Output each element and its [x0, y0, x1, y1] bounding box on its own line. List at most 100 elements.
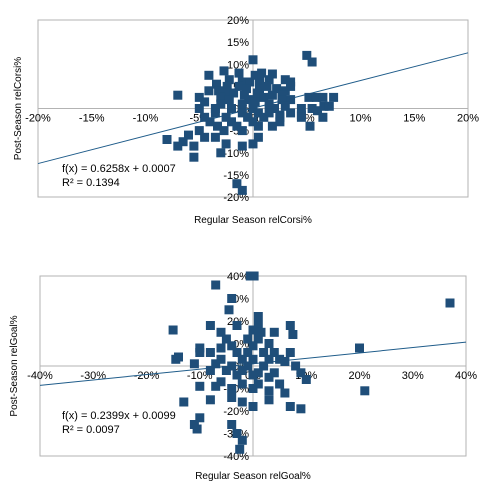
- goal-data-point: [296, 404, 306, 414]
- corsi-data-point: [221, 112, 231, 122]
- goal-data-point: [211, 280, 221, 290]
- goal-data-point: [253, 379, 263, 389]
- goal-x-tick-label: -40%: [27, 370, 53, 382]
- goal-data-point: [264, 354, 274, 364]
- goal-data-point: [285, 321, 295, 330]
- goal-data-point: [232, 429, 242, 438]
- corsi-data-point: [227, 117, 236, 127]
- corsi-data-point: [200, 97, 210, 107]
- corsi-data-point: [280, 75, 290, 85]
- corsi-data-point: [204, 70, 214, 80]
- goal-data-point: [205, 366, 215, 375]
- goal-data-point: [205, 321, 215, 330]
- corsi-x-axis-title: Regular Season relCorsi%: [194, 215, 312, 226]
- corsi-y-axis-title: Post-Season relCorsi%: [13, 57, 24, 160]
- goal-data-point: [235, 444, 245, 454]
- goal-data-point: [249, 271, 259, 281]
- corsi-data-point: [173, 141, 183, 151]
- corsi-data-point: [204, 86, 214, 96]
- goal-data-point: [189, 359, 199, 369]
- corsi-data-point: [255, 77, 264, 87]
- goal-y-tick-label: -40%: [223, 451, 249, 463]
- corsi-data-point: [248, 117, 258, 127]
- goal-data-point: [248, 341, 258, 351]
- corsi-data-point: [210, 108, 220, 118]
- goal-data-point: [264, 339, 274, 348]
- goal-data-point: [296, 368, 306, 378]
- corsi-data-point: [200, 132, 210, 142]
- corsi-data-point: [216, 148, 226, 158]
- corsi-data-point: [200, 112, 210, 122]
- corsi-data-point: [224, 75, 234, 85]
- corsi-data-point: [244, 95, 254, 105]
- goal-data-point: [195, 348, 205, 357]
- goal-scatter-chart: -40%-30%-20%-10%0%10%20%30%40%40%30%20%1…: [9, 271, 477, 482]
- corsi-y-tick-label: 10%: [227, 59, 249, 71]
- corsi-data-point: [259, 112, 269, 122]
- corsi-data-point: [286, 108, 296, 118]
- corsi-data-point: [227, 104, 236, 113]
- corsi-data-point: [329, 92, 339, 102]
- corsi-y-tick-label: -15%: [223, 170, 249, 182]
- corsi-data-point: [222, 81, 232, 91]
- goal-data-point: [211, 381, 221, 391]
- corsi-data-point: [296, 104, 306, 113]
- corsi-data-point: [307, 104, 317, 113]
- corsi-data-point: [318, 112, 328, 122]
- corsi-data-point: [264, 99, 274, 109]
- corsi-data-point: [257, 68, 267, 78]
- goal-data-point: [237, 397, 247, 407]
- corsi-data-point: [234, 81, 244, 91]
- goal-y-tick-label: 40%: [227, 271, 249, 283]
- goal-data-point: [280, 388, 290, 398]
- goal-x-tick-label: -20%: [134, 370, 160, 382]
- corsi-data-point: [237, 185, 247, 195]
- corsi-data-point: [296, 112, 306, 122]
- corsi-data-point: [194, 92, 204, 102]
- corsi-data-point: [275, 117, 285, 127]
- goal-y-tick-label: -20%: [223, 406, 249, 418]
- corsi-data-point: [318, 92, 328, 102]
- goal-data-point: [227, 420, 237, 429]
- corsi-data-point: [232, 121, 242, 131]
- goal-data-point: [227, 294, 237, 303]
- goal-data-point: [205, 395, 215, 405]
- corsi-data-point: [214, 86, 224, 96]
- goal-data-point: [355, 343, 364, 353]
- goal-data-point: [216, 377, 226, 387]
- corsi-y-tick-label: -10%: [223, 148, 249, 160]
- corsi-data-point: [194, 104, 204, 113]
- corsi-data-point: [272, 84, 282, 94]
- goal-data-point: [224, 305, 234, 315]
- corsi-data-point: [189, 141, 199, 151]
- goal-data-point: [275, 379, 285, 389]
- corsi-data-point: [237, 108, 247, 118]
- goal-data-point: [205, 348, 215, 357]
- goal-x-axis-title: Regular Season relGoal%: [195, 471, 311, 482]
- corsi-r-squared: R² = 0.1394: [62, 177, 120, 189]
- goal-y-axis-title: Post-Season relGoal%: [9, 315, 20, 416]
- corsi-data-point: [234, 68, 244, 78]
- goal-data-point: [269, 327, 279, 337]
- goal-data-point: [253, 312, 263, 321]
- corsi-data-point: [219, 126, 229, 136]
- goal-data-point: [227, 341, 237, 351]
- goal-data-point: [259, 361, 269, 371]
- corsi-x-tick-label: 10%: [349, 113, 371, 125]
- goal-data-point: [291, 361, 301, 371]
- corsi-data-point: [302, 50, 312, 60]
- corsi-data-point: [307, 57, 317, 67]
- goal-data-point: [275, 354, 285, 364]
- corsi-data-point: [319, 101, 329, 111]
- corsi-y-tick-label: -20%: [223, 192, 249, 204]
- goal-data-point: [227, 393, 237, 402]
- corsi-data-point: [262, 81, 272, 91]
- goal-data-point: [211, 359, 221, 369]
- corsi-data-point: [205, 117, 215, 127]
- corsi-data-point: [162, 135, 172, 144]
- corsi-data-point: [224, 95, 234, 105]
- corsi-data-point: [237, 141, 247, 151]
- goal-data-point: [179, 397, 189, 407]
- goal-data-point: [280, 357, 290, 366]
- goal-data-point: [248, 325, 258, 335]
